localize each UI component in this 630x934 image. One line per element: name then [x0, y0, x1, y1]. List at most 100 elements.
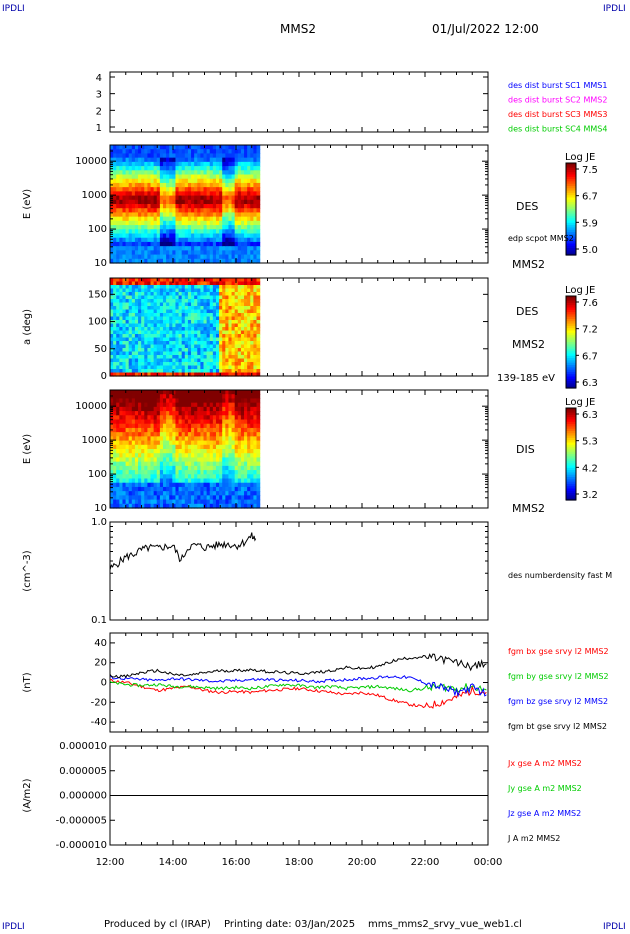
spectrogram-cell — [237, 161, 242, 167]
spectrogram-cell — [237, 457, 242, 463]
spectrogram-cell — [169, 281, 173, 286]
spectrogram-cell — [197, 398, 201, 404]
spectrogram-cell — [187, 288, 192, 293]
spectrogram-cell — [244, 432, 248, 437]
spectrogram-cell — [191, 348, 195, 353]
spectrogram-cell — [172, 351, 177, 356]
spectrogram-cell — [234, 330, 239, 335]
spectrogram-cell — [194, 237, 198, 243]
spectrogram-cell — [153, 254, 158, 260]
spectrogram-cell — [172, 174, 177, 180]
spectrogram-cell — [228, 369, 233, 374]
spectrogram-cell — [150, 182, 155, 188]
spectrogram-cell — [231, 330, 236, 335]
spectrogram-cell — [240, 306, 245, 311]
spectrogram-cell — [150, 440, 155, 446]
spectrogram-cell — [191, 365, 195, 370]
spectrogram-cell — [212, 337, 217, 342]
spectrogram-cell — [175, 295, 180, 300]
spectrogram-cell — [119, 241, 124, 247]
colorbar-3-cell — [566, 449, 576, 453]
spectrogram-cell — [215, 465, 220, 471]
spectrogram-cell — [240, 398, 245, 404]
spectrogram-cell — [187, 302, 192, 307]
spectrogram-cell — [147, 187, 152, 192]
spectrogram-cell — [197, 478, 201, 484]
spectrogram-cell — [110, 254, 114, 260]
spectrogram-cell — [212, 341, 217, 346]
spectrogram-cell — [175, 174, 180, 180]
spectrogram-cell — [212, 355, 217, 360]
spectrogram-cell — [153, 316, 158, 321]
spectrogram-cell — [175, 419, 180, 425]
spectrogram-cell — [110, 302, 114, 307]
spectrogram-cell — [215, 440, 220, 446]
spectrogram-cell — [244, 330, 248, 335]
spectrogram-cell — [231, 233, 236, 239]
spectrogram-cell — [134, 327, 139, 332]
spectrogram-cell — [194, 323, 198, 328]
spectrogram-cell — [116, 344, 120, 349]
spectrogram-cell — [222, 191, 226, 197]
spectrogram-cell — [206, 170, 211, 176]
colorbar-2-cell — [566, 351, 576, 355]
spectrogram-cell — [162, 309, 167, 314]
spectrogram-cell — [191, 153, 195, 159]
spectrogram-cell — [150, 491, 155, 496]
spectrogram-cell — [138, 174, 142, 180]
spectrogram-cell — [222, 415, 226, 421]
spectrogram-cell — [172, 246, 177, 251]
spectrogram-cell — [162, 402, 167, 408]
spectrogram-cell — [234, 474, 239, 480]
spectrogram-cell — [125, 411, 130, 416]
spectrogram-cell — [138, 351, 142, 356]
spectrogram-cell — [125, 153, 130, 159]
spectrogram-cell — [128, 372, 133, 377]
spectrogram-cell — [228, 491, 233, 496]
spectrogram-cell — [187, 398, 192, 404]
spectrogram-cell — [194, 341, 198, 346]
spectrogram-cell — [212, 229, 217, 235]
spectrogram-cell — [113, 406, 117, 412]
spectrogram-cell — [131, 419, 136, 425]
spectrogram-cell — [200, 149, 205, 155]
spectrogram-cell — [181, 449, 186, 454]
spectrogram-cell — [212, 182, 217, 188]
spectrogram-cell — [206, 369, 211, 374]
spectrogram-cell — [191, 474, 195, 480]
spectrogram-cell — [200, 246, 205, 251]
spectrogram-cell — [206, 306, 211, 311]
spectrogram-cell — [169, 195, 173, 201]
spectrogram-cell — [231, 491, 236, 496]
spectrogram-cell — [156, 237, 161, 243]
spectrogram-cell — [197, 306, 201, 311]
spectrogram-cell — [247, 153, 251, 159]
spectrogram-cell — [234, 278, 239, 283]
spectrogram-cell — [162, 216, 167, 222]
spectrogram-cell — [240, 170, 245, 176]
spectrogram-cell — [147, 365, 152, 370]
spectrogram-cell — [219, 390, 223, 395]
spectrogram-cell — [138, 423, 142, 429]
spectrogram-cell — [156, 316, 161, 321]
spectrogram-cell — [113, 258, 117, 264]
spectrogram-cell — [234, 292, 239, 297]
spectrogram-cell — [150, 161, 155, 167]
spectrogram-cell — [150, 355, 155, 360]
spectrogram-cell — [119, 278, 124, 283]
spectrogram-cell — [181, 390, 186, 395]
spectrogram-cell — [228, 302, 233, 307]
spectrogram-cell — [222, 406, 226, 412]
spectrogram-cell — [141, 306, 145, 311]
spectrogram-cell — [225, 457, 230, 463]
spectrogram-cell — [116, 161, 120, 167]
spectrogram-cell — [150, 302, 155, 307]
spectrogram-cell — [181, 486, 186, 492]
spectrogram-cell — [234, 334, 239, 339]
spectrogram-cell — [134, 461, 139, 467]
spectrogram-cell — [187, 453, 192, 459]
spectrogram-cell — [153, 278, 158, 283]
spectrogram-cell — [150, 258, 155, 264]
spectrogram-cell — [144, 204, 149, 209]
spectrogram-cell — [234, 369, 239, 374]
